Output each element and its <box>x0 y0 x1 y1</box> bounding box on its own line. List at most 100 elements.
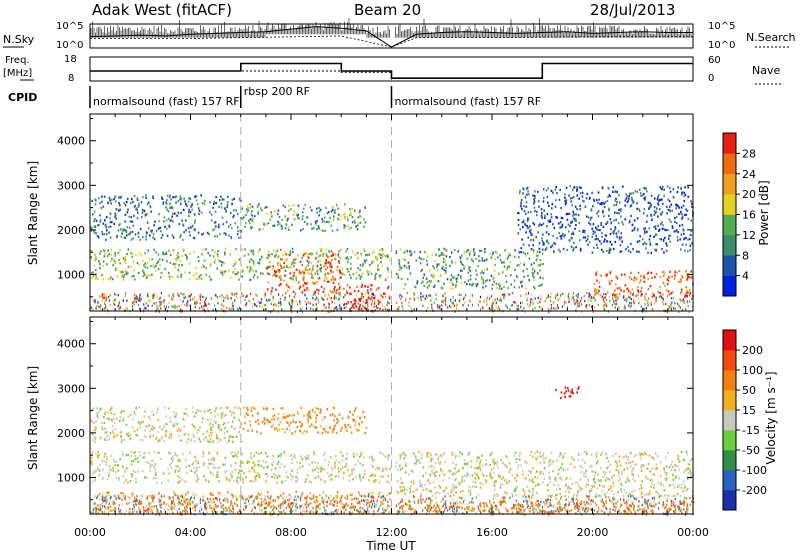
power-ytick-label: 3000 <box>57 179 85 192</box>
velocity-cells-band-4 <box>91 406 695 516</box>
cpid-segments: normalsound (fast) 157 RF rbsp 200 RF norm… <box>89 85 542 108</box>
nsearch-tick-high: 10^5 <box>708 21 735 32</box>
power-colorbar-swatch <box>723 194 736 215</box>
velocity-cells-band-8 <box>555 386 580 399</box>
noise-panel: N.Sky 10^5 10^0 10^5 10^0 N.Search <box>3 18 796 51</box>
velocity-ytick-label: 2000 <box>57 427 85 440</box>
power-colorbar-tick-label: 16 <box>742 209 756 222</box>
nsky-tick-high: 10^5 <box>56 21 83 32</box>
velocity-colorbar-tick-label: 100 <box>742 364 763 377</box>
freq-series-freq <box>90 62 693 79</box>
velocity-colorbar: 200 100 50 15 -15 -50 -100 -200 <box>722 329 767 511</box>
power-colorbar-swatch <box>723 153 736 175</box>
velocity-cells-band-7 <box>95 494 691 516</box>
power-colorbar-label: Power [dB] <box>757 180 771 245</box>
freq-tick-high: 18 <box>64 54 77 65</box>
power-colorbar-tick-label: 20 <box>742 188 756 201</box>
velocity-colorbar-swatch <box>723 490 736 511</box>
velocity-colorbar-frame <box>722 329 737 511</box>
power-colorbar-swatch <box>723 234 736 256</box>
velocity-colorbar-swatch <box>723 390 736 411</box>
power-colorbar-swatch <box>723 275 736 297</box>
power-colorbar-tick-label: 12 <box>742 229 756 242</box>
x-tick-label: 16:00 <box>476 526 508 539</box>
x-tick-label: 04:00 <box>175 526 207 539</box>
velocity-colorbar-swatch <box>723 330 736 351</box>
power-ytick-label: 4000 <box>57 135 85 148</box>
freq-panel-frame <box>89 56 694 82</box>
noise-series-nsearch <box>90 35 693 48</box>
cpid-segment-label: normalsound (fast) 157 RF <box>395 95 542 108</box>
velocity-panel: 1000 2000 3000 4000 Slant Range [km] 200 100… <box>26 316 778 516</box>
velocity-cells-band-5 <box>90 406 693 516</box>
velocity-colorbar-tick-label: 200 <box>742 344 763 357</box>
freq-label-1: Freq. <box>5 55 30 66</box>
velocity-colorbar-tick-label: -100 <box>742 464 767 477</box>
velocity-colorbar-tick-label: -15 <box>742 424 760 437</box>
power-cells <box>90 114 695 313</box>
x-tick-label: 00:00 <box>677 526 709 539</box>
power-colorbar-tick-label: 4 <box>742 270 749 283</box>
freq-tick-low: 8 <box>68 73 74 84</box>
power-colorbar: 28 24 20 16 12 8 4 <box>722 132 756 297</box>
power-colorbar-swatch <box>723 214 736 236</box>
x-tick-label: 08:00 <box>275 526 307 539</box>
velocity-colorbar-tick-label: 15 <box>742 404 756 417</box>
velocity-colorbar-tick-label: -200 <box>742 484 767 497</box>
velocity-cells <box>90 317 695 516</box>
velocity-colorbar-swatch <box>723 470 736 491</box>
power-colorbar-swatch <box>723 133 736 154</box>
cpid-segment-label: rbsp 200 RF <box>244 85 310 98</box>
cpid-row: CPID normalsound (fast) 157 RF rbsp 200 R… <box>8 85 541 108</box>
power-cells-band-6 <box>101 252 694 313</box>
power-cells-band-7 <box>93 253 694 313</box>
noise-spikes <box>90 18 692 38</box>
power-colorbar-tick-label: 24 <box>742 168 756 181</box>
velocity-ytick-label: 3000 <box>57 382 85 395</box>
noise-series <box>89 18 693 48</box>
velocity-colorbar-swatch <box>723 410 736 431</box>
power-ytick-label: 1000 <box>57 268 85 281</box>
x-axis-label: Time UT <box>365 539 416 553</box>
velocity-colorbar-swatch <box>723 430 736 451</box>
nsky-label: N.Sky <box>3 33 35 46</box>
x-axis: 00:00 04:00 08:00 12:00 16:00 20:00 00:00 <box>74 526 709 539</box>
velocity-ytick-label: 4000 <box>57 338 85 351</box>
velocity-colorbar-swatch <box>723 370 736 391</box>
nave-tick-high: 60 <box>708 55 721 66</box>
velocity-colorbar-tick-label: 50 <box>742 384 756 397</box>
velocity-axes: 1000 2000 3000 4000 <box>57 317 694 514</box>
nsearch-label: N.Search <box>746 31 796 44</box>
x-tick-label: 12:00 <box>376 526 408 539</box>
power-cells-band-1 <box>90 186 693 313</box>
velocity-ylabel: Slant Range [km] <box>26 366 40 470</box>
power-colorbar-tick-label: 28 <box>742 147 756 160</box>
power-cells-band-2 <box>90 185 694 313</box>
cpid-segment-label: normalsound (fast) 157 RF <box>93 95 240 108</box>
x-tick-label: 00:00 <box>74 526 106 539</box>
power-ylabel: Slant Range [km] <box>26 161 40 265</box>
power-colorbar-swatch <box>723 255 736 276</box>
power-axes: 1000 2000 3000 4000 <box>57 114 694 311</box>
cpid-label: CPID <box>8 91 37 104</box>
power-colorbar-tick-label: 8 <box>742 249 749 262</box>
freq-panel: Freq. [MHz] 18 8 60 0 Nave <box>3 54 781 85</box>
date-title: 28/Jul/2013 <box>590 1 675 19</box>
freq-label-2: [MHz] <box>3 68 32 79</box>
velocity-colorbar-label: Velocity [m s⁻¹] <box>764 371 778 464</box>
nsearch-tick-low: 10^0 <box>708 40 735 51</box>
power-ytick-label: 2000 <box>57 224 85 237</box>
nave-label: Nave <box>752 64 780 77</box>
freq-series-nave <box>90 70 693 82</box>
freq-series <box>90 62 693 82</box>
velocity-colorbar-swatch <box>723 450 736 471</box>
power-cells-band-5 <box>92 252 694 313</box>
station-title: Adak West (fitACF) <box>92 1 232 19</box>
velocity-cells-band-6 <box>94 406 695 516</box>
velocity-ytick-label: 1000 <box>57 471 85 484</box>
nave-tick-low: 0 <box>708 73 714 84</box>
beam-title: Beam 20 <box>354 1 421 19</box>
nsky-tick-low: 10^0 <box>56 40 83 51</box>
noise-panel-frame <box>89 23 694 49</box>
